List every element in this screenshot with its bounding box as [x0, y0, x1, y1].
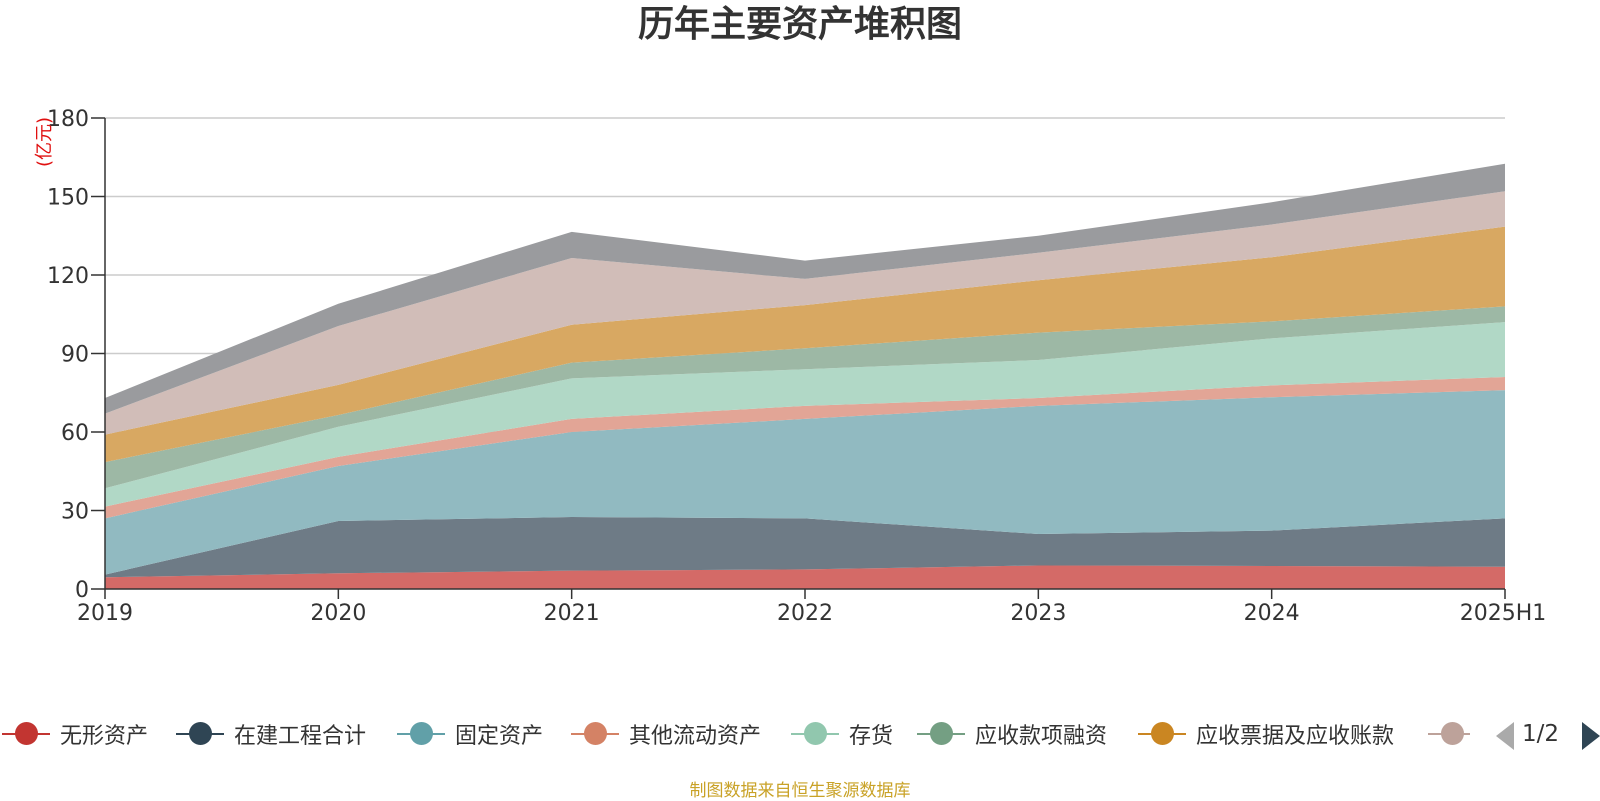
- x-tick-label: 2025H1: [1460, 601, 1547, 626]
- legend-label: 固定资产: [455, 724, 544, 749]
- legend-item[interactable]: 无形资产: [2, 716, 148, 752]
- legend-marker-icon: [791, 716, 839, 752]
- y-tick-label: 90: [61, 343, 89, 368]
- legend-label: 应收票据及应收账款: [1196, 724, 1395, 749]
- y-tick-label: 120: [47, 264, 89, 289]
- legend: 无形资产 在建工程合计 固定资产 其他流动资产 存货 应收款项融资 应收票据及应收账款: [0, 716, 1470, 756]
- x-tick-label: 2019: [77, 601, 133, 626]
- area-series-5: [105, 322, 1505, 507]
- legend-marker-icon: [176, 716, 224, 752]
- area-series-2: [105, 517, 1505, 578]
- chart-title: 历年主要资产堆积图: [637, 4, 962, 45]
- legend-marker-icon: [2, 716, 50, 752]
- legend-label: 应收款项融资: [975, 724, 1108, 749]
- y-tick-label: 180: [47, 107, 89, 132]
- x-tick-label: 2021: [544, 601, 600, 626]
- area-series-4: [105, 377, 1505, 519]
- y-tick-label: 60: [61, 421, 89, 446]
- legend-marker-icon: [917, 716, 965, 752]
- legend-item[interactable]: 应收款项融资: [917, 716, 1107, 752]
- x-tick-label: 2022: [777, 601, 833, 626]
- legend-item[interactable]: 在建工程合计: [176, 716, 366, 752]
- area-series: [105, 163, 1505, 589]
- legend-label: 在建工程合计: [234, 724, 367, 749]
- legend-marker-icon: [397, 716, 445, 752]
- area-series-6: [105, 306, 1505, 489]
- legend-label: 存货: [849, 724, 894, 749]
- legend-marker-icon: [571, 716, 619, 752]
- x-tick-label: 2024: [1244, 601, 1300, 626]
- x-tick-label: 2023: [1010, 601, 1066, 626]
- area-series-7: [105, 226, 1505, 463]
- area-series-9: [105, 163, 1505, 414]
- y-tick-label: 150: [47, 186, 89, 211]
- x-tick-label: 2020: [310, 601, 366, 626]
- legend-item[interactable]: 其他流动资产: [571, 716, 761, 752]
- legend-label: 其他流动资产: [629, 724, 762, 749]
- source-note: 制图数据来自恒生聚源数据库: [689, 781, 911, 801]
- triangle-right-icon[interactable]: [1582, 722, 1600, 750]
- legend-item[interactable]: [1428, 716, 1470, 752]
- y-axis-ticks: 0 30 60 90 120 150 180: [47, 107, 105, 603]
- legend-marker-icon: [1138, 716, 1186, 752]
- area-series-8: [105, 191, 1505, 435]
- y-tick-label: 30: [61, 500, 89, 525]
- x-axis-ticks: 2019 2020 2021 2022 2023 2024 2025H1: [77, 589, 1546, 626]
- y-axis-unit-label: (亿元): [34, 117, 55, 167]
- y-tick-label: 0: [75, 578, 89, 603]
- area-series-3: [105, 390, 1505, 575]
- legend-pager: 1/2: [1496, 718, 1600, 754]
- legend-item[interactable]: 存货: [791, 716, 893, 752]
- legend-marker-icon: [1428, 716, 1470, 752]
- stacked-area-chart: 0 30 60 90 120 150 180 2019 2020 2021 2022 2023 202…: [34, 107, 1546, 626]
- legend-item[interactable]: 应收票据及应收账款: [1138, 716, 1394, 752]
- triangle-left-icon[interactable]: [1496, 722, 1514, 750]
- area-series-1: [105, 565, 1505, 589]
- legend-label: 无形资产: [60, 724, 149, 749]
- legend-page-indicator: 1/2: [1522, 721, 1560, 747]
- legend-item[interactable]: 固定资产: [397, 716, 543, 752]
